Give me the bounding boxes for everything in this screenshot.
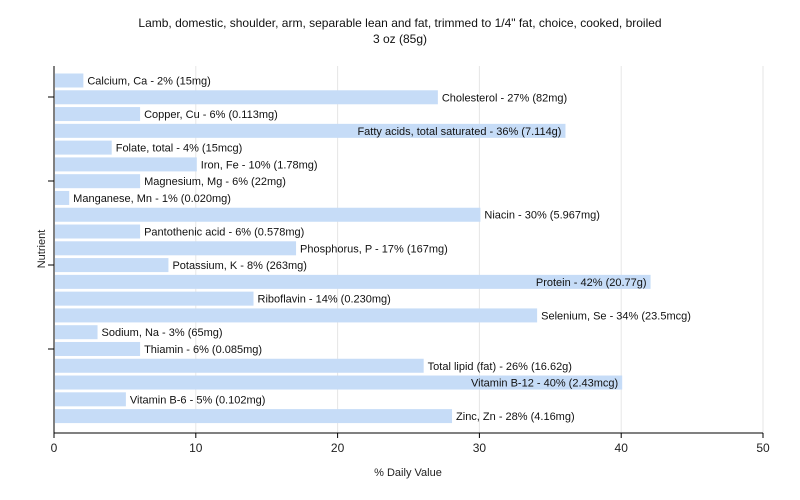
chart-title-main: Lamb, domestic, shoulder, arm, separable… (138, 16, 662, 30)
bar (55, 325, 98, 340)
bar (55, 190, 70, 205)
bar (55, 392, 126, 407)
bar-label: Cholesterol - 27% (82mg) (442, 92, 567, 104)
bar (55, 107, 141, 122)
bar (55, 274, 651, 289)
bar (55, 308, 538, 323)
bar (55, 241, 297, 256)
bar (55, 140, 112, 155)
bar (55, 90, 438, 105)
bar (55, 123, 566, 138)
bar-label: Zinc, Zn - 28% (4.16mg) (456, 411, 575, 423)
bar-label: Riboflavin - 14% (0.230mg) (258, 294, 391, 306)
bar-label: Copper, Cu - 6% (0.113mg) (144, 109, 278, 121)
bar (55, 341, 141, 356)
bar-label: Thiamin - 6% (0.085mg) (144, 344, 262, 356)
bar-label: Phosphorus, P - 17% (167mg) (300, 243, 448, 255)
bar (55, 375, 623, 390)
bar-label: Protein - 42% (20.77g) (536, 277, 647, 289)
bar-label: Calcium, Ca - 2% (15mg) (87, 76, 210, 88)
x-tick-label: 40 (615, 441, 629, 455)
bar (55, 73, 84, 88)
bar (55, 224, 141, 239)
x-axis-label: % Daily Value (374, 467, 442, 479)
x-tick-label: 10 (189, 441, 203, 455)
chart-title: Lamb, domestic, shoulder, arm, separable… (0, 15, 800, 47)
bar (55, 358, 424, 373)
bar (55, 291, 254, 306)
bar (55, 258, 169, 273)
bar-label: Sodium, Na - 3% (65mg) (102, 327, 223, 339)
bar (55, 157, 197, 172)
bar-label: Niacin - 30% (5.967mg) (484, 210, 600, 222)
bar-label: Manganese, Mn - 1% (0.020mg) (73, 193, 231, 205)
bar-label: Vitamin B-12 - 40% (2.43mcg) (471, 378, 618, 390)
chart-subtitle: 3 oz (85g) (372, 32, 428, 46)
axes (48, 66, 763, 434)
bar (55, 174, 141, 189)
bar-label: Folate, total - 4% (15mcg) (116, 143, 243, 155)
bars: Calcium, Ca - 2% (15mg) Cholesterol - 27%… (55, 73, 691, 424)
x-tick-labels: 0 10 20 30 40 50 (51, 433, 770, 455)
x-tick-label: 20 (331, 441, 345, 455)
bar-label: Magnesium, Mg - 6% (22mg) (144, 176, 286, 188)
x-tick-label: 30 (473, 441, 487, 455)
y-axis-label: Nutrient (36, 230, 48, 269)
bar-label: Total lipid (fat) - 26% (16.62g) (428, 361, 572, 373)
bar-label: Iron, Fe - 10% (1.78mg) (201, 159, 318, 171)
bar-label: Fatty acids, total saturated - 36% (7.11… (357, 126, 561, 138)
bar-label: Selenium, Se - 34% (23.5mcg) (541, 310, 691, 322)
bar-label: Potassium, K - 8% (263mg) (172, 260, 307, 272)
x-tick-label: 50 (756, 441, 770, 455)
x-tick-label: 0 (51, 441, 58, 455)
bar-label: Vitamin B-6 - 5% (0.102mg) (130, 394, 266, 406)
bar (55, 207, 481, 222)
bar-label: Pantothenic acid - 6% (0.578mg) (144, 227, 304, 239)
bar (55, 409, 453, 424)
